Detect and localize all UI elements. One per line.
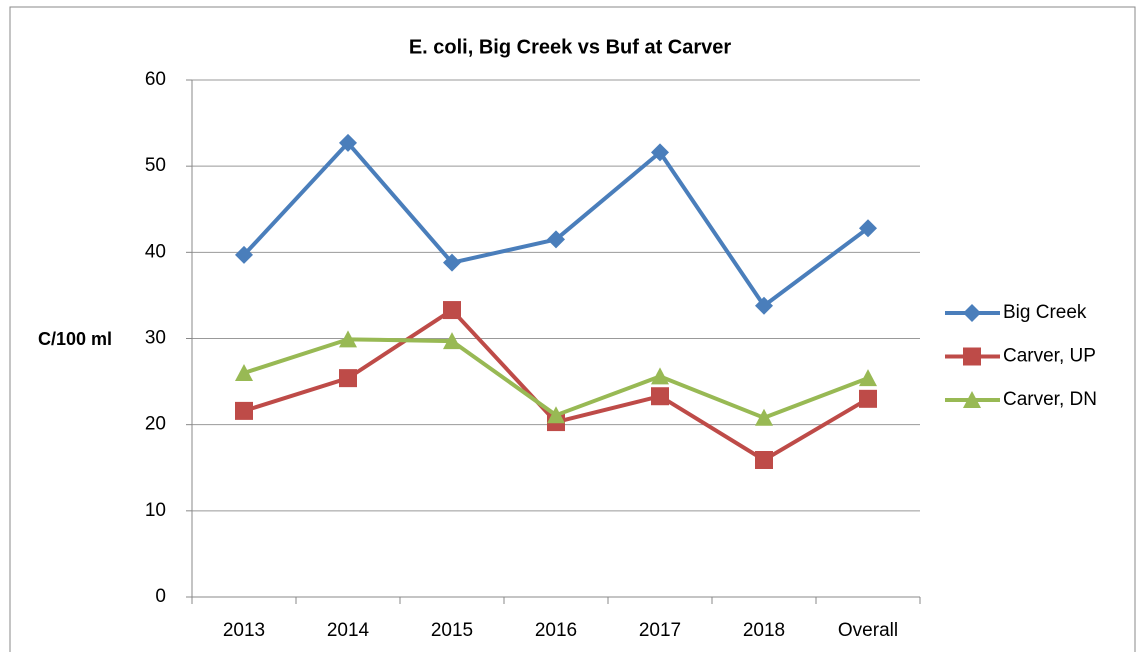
- data-point: [547, 230, 565, 249]
- x-tick-label: Overall: [838, 620, 898, 641]
- data-point: [235, 245, 253, 264]
- y-tick-label: 50: [145, 155, 166, 176]
- x-tick-label: 2018: [743, 620, 785, 641]
- legend-marker: [963, 304, 981, 322]
- legend-marker: [963, 391, 981, 408]
- data-point: [443, 332, 461, 350]
- y-tick-label: 40: [145, 241, 166, 262]
- data-point: [235, 363, 253, 381]
- data-point: [859, 369, 877, 387]
- data-point: [547, 406, 565, 424]
- chart-border: [9, 6, 1136, 652]
- y-tick-label: 10: [145, 500, 166, 521]
- x-tick-label: 2014: [327, 620, 370, 641]
- data-point: [651, 367, 669, 385]
- chart-title: E. coli, Big Creek vs Buf at Carver: [409, 36, 732, 58]
- y-tick-label: 60: [145, 69, 166, 90]
- data-point: [235, 401, 253, 420]
- data-point: [651, 143, 669, 162]
- data-point: [443, 253, 461, 272]
- data-point: [755, 296, 773, 315]
- legend-label: Carver, DN: [1003, 389, 1097, 410]
- x-tick-label: 2013: [223, 620, 265, 641]
- y-tick-label: 20: [145, 414, 166, 435]
- data-point: [339, 133, 357, 152]
- y-axis-label: C/100 ml: [38, 329, 112, 349]
- x-tick-label: 2017: [639, 620, 681, 641]
- data-point: [443, 301, 461, 320]
- data-point: [339, 330, 357, 348]
- legend-marker: [963, 347, 981, 366]
- data-point: [651, 387, 669, 406]
- x-tick-label: 2016: [535, 620, 577, 641]
- data-point: [339, 369, 357, 388]
- y-tick-label: 30: [145, 328, 166, 349]
- data-point: [755, 450, 773, 469]
- legend-label: Big Creek: [1003, 302, 1087, 323]
- y-tick-label: 0: [155, 586, 166, 607]
- legend-label: Carver, UP: [1003, 346, 1096, 367]
- data-point: [859, 389, 877, 408]
- data-point: [859, 219, 877, 238]
- data-point: [755, 408, 773, 426]
- x-tick-label: 2015: [431, 620, 473, 641]
